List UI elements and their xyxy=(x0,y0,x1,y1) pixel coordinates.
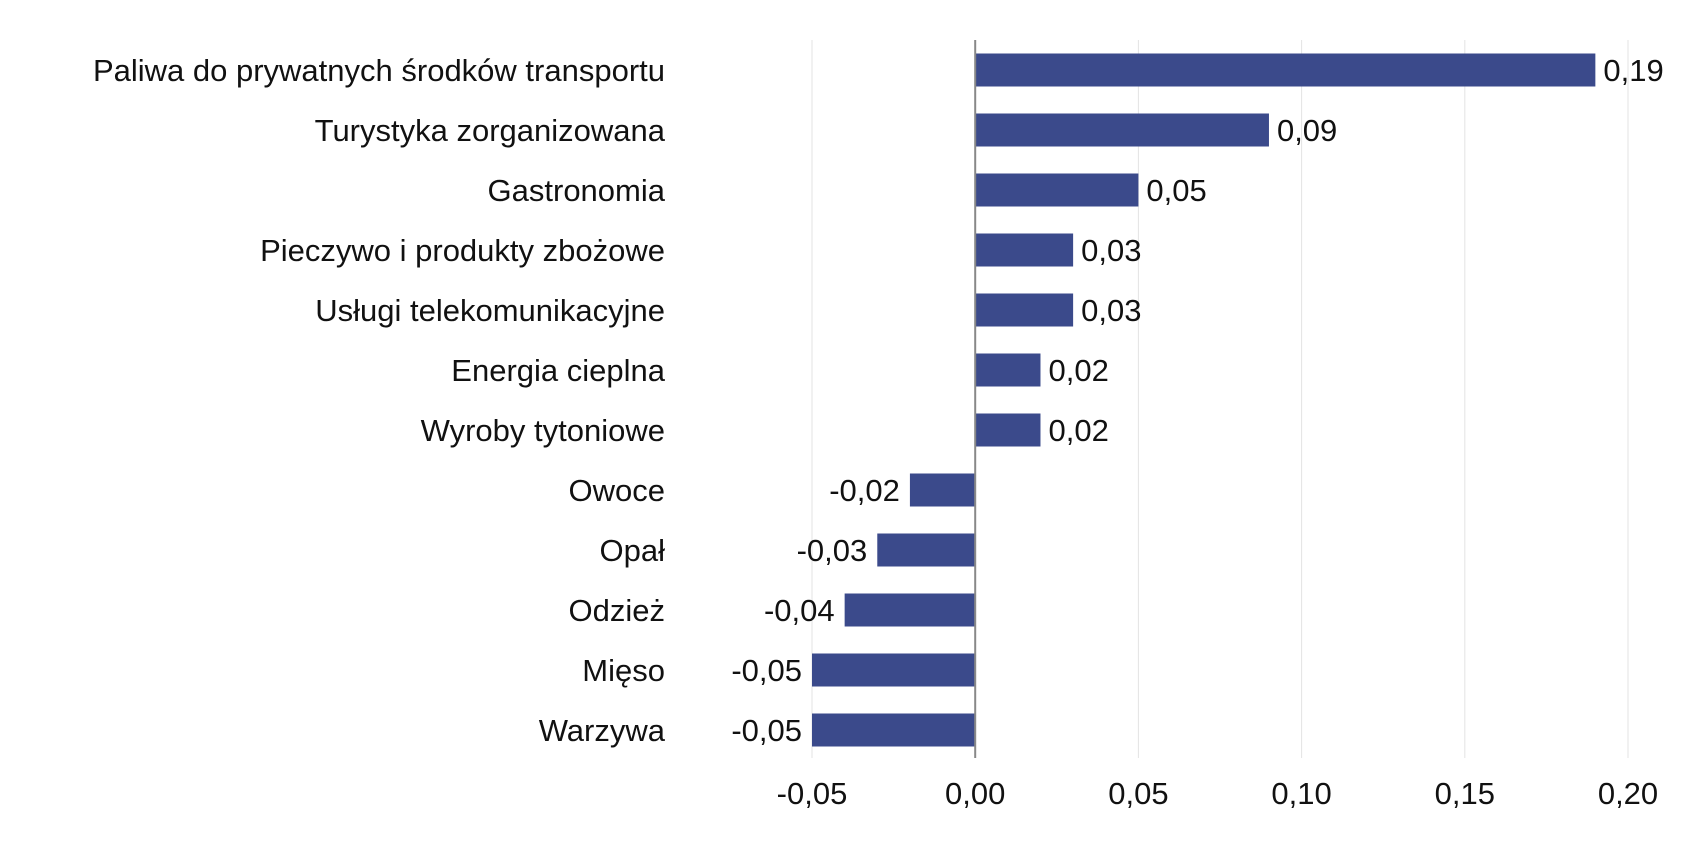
category-label: Energia cieplna xyxy=(451,353,665,388)
x-tick-label: 0,15 xyxy=(1435,776,1495,811)
x-tick-label: 0,00 xyxy=(945,776,1005,811)
bar xyxy=(975,293,1074,327)
bar xyxy=(909,473,976,507)
data-label: 0,03 xyxy=(1081,293,1141,328)
bar xyxy=(975,53,1596,87)
data-label: 0,02 xyxy=(1048,413,1108,448)
data-label: -0,04 xyxy=(764,593,835,628)
x-tick-label: 0,10 xyxy=(1271,776,1331,811)
bar xyxy=(975,113,1269,147)
data-label: 0,09 xyxy=(1277,113,1337,148)
bar xyxy=(877,533,976,567)
bar xyxy=(975,413,1041,447)
data-label: -0,03 xyxy=(797,533,868,568)
x-tick-label: -0,05 xyxy=(777,776,848,811)
bar-layer xyxy=(812,53,1596,747)
category-label: Wyroby tytoniowe xyxy=(421,413,665,448)
category-label: Odzież xyxy=(569,593,665,628)
category-label: Paliwa do prywatnych środków transportu xyxy=(93,53,665,88)
category-label: Opał xyxy=(600,533,666,568)
data-label: -0,05 xyxy=(731,653,802,688)
data-label: 0,02 xyxy=(1048,353,1108,388)
bar xyxy=(844,593,976,627)
bar xyxy=(975,173,1139,207)
data-label: -0,02 xyxy=(829,473,900,508)
bar xyxy=(812,653,976,687)
category-label: Warzywa xyxy=(539,713,666,748)
bar xyxy=(812,713,976,747)
bar xyxy=(975,233,1074,267)
category-label: Mięso xyxy=(582,653,665,688)
category-label: Gastronomia xyxy=(488,173,666,208)
data-label: 0,03 xyxy=(1081,233,1141,268)
category-label: Pieczywo i produkty zbożowe xyxy=(260,233,665,268)
x-tick-label: 0,05 xyxy=(1108,776,1168,811)
category-label: Turystyka zorganizowana xyxy=(315,113,666,148)
category-label: Usługi telekomunikacyjne xyxy=(315,293,665,328)
label-layer: -0,05 0,00 0,05 0,10 0,15 0,20 Paliwa do prywa… xyxy=(93,53,1664,811)
x-tick-label: 0,20 xyxy=(1598,776,1658,811)
grid-layer xyxy=(811,40,1629,758)
bar xyxy=(975,353,1041,387)
category-label: Owoce xyxy=(569,473,665,508)
data-label: 0,19 xyxy=(1603,53,1663,88)
data-label: -0,05 xyxy=(731,713,802,748)
data-label: 0,05 xyxy=(1146,173,1206,208)
